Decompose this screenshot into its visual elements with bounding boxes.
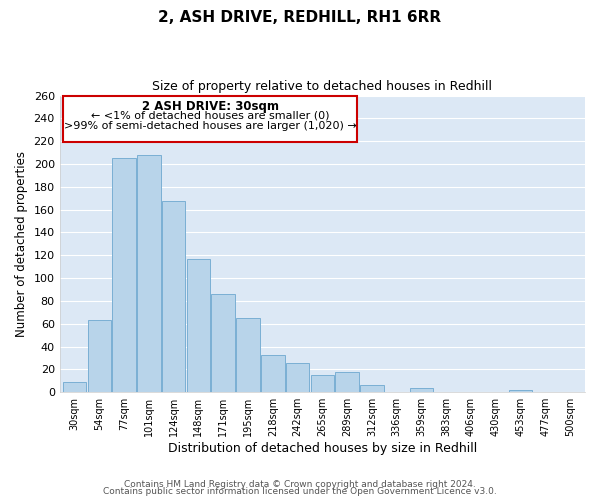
Text: >99% of semi-detached houses are larger (1,020) →: >99% of semi-detached houses are larger … [64, 120, 356, 130]
FancyBboxPatch shape [64, 96, 357, 142]
Text: 2 ASH DRIVE: 30sqm: 2 ASH DRIVE: 30sqm [142, 100, 279, 113]
Bar [360, 386, 383, 392]
Bar [211, 294, 235, 392]
Bar [509, 390, 532, 392]
Bar [236, 318, 260, 392]
Bar [261, 354, 284, 392]
Title: Size of property relative to detached houses in Redhill: Size of property relative to detached ho… [152, 80, 493, 93]
Text: ← <1% of detached houses are smaller (0): ← <1% of detached houses are smaller (0) [91, 110, 329, 120]
Bar [162, 200, 185, 392]
Text: Contains public sector information licensed under the Open Government Licence v3: Contains public sector information licen… [103, 487, 497, 496]
Bar [63, 382, 86, 392]
Bar [410, 388, 433, 392]
Bar [137, 155, 161, 392]
Bar [311, 375, 334, 392]
Bar [88, 320, 111, 392]
Bar [187, 258, 210, 392]
Text: 2, ASH DRIVE, REDHILL, RH1 6RR: 2, ASH DRIVE, REDHILL, RH1 6RR [158, 10, 442, 25]
Bar [286, 362, 310, 392]
Bar [112, 158, 136, 392]
Bar [335, 372, 359, 392]
Text: Contains HM Land Registry data © Crown copyright and database right 2024.: Contains HM Land Registry data © Crown c… [124, 480, 476, 489]
Y-axis label: Number of detached properties: Number of detached properties [15, 151, 28, 337]
X-axis label: Distribution of detached houses by size in Redhill: Distribution of detached houses by size … [168, 442, 477, 455]
